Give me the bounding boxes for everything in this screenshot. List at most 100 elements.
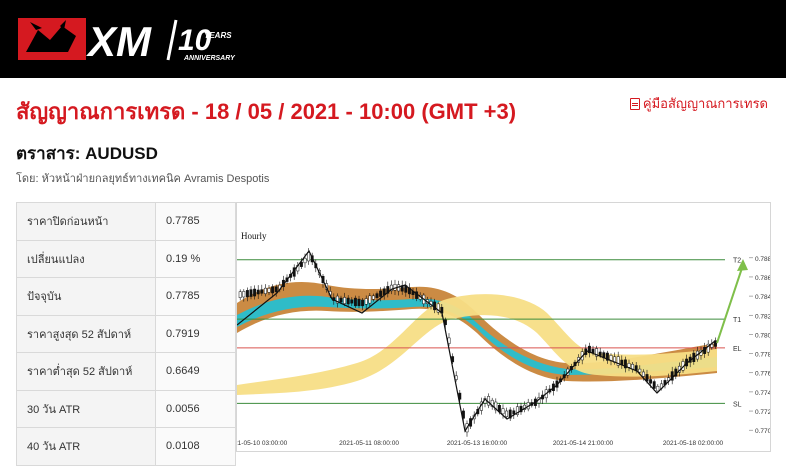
candle-body xyxy=(361,299,365,307)
price-chart[interactable]: T2 T1 EL SL Hourly 0.7880 0.7860 0.7840 0.7820… xyxy=(236,202,771,452)
candle-body xyxy=(508,409,512,419)
candle-body xyxy=(656,385,660,392)
stats-value: 0.7785 xyxy=(155,277,236,316)
candle-body xyxy=(641,371,645,377)
candle-body xyxy=(299,261,303,267)
y-tick-label: 0.7700 xyxy=(755,428,770,435)
xm-logo[interactable]: XM 10 YEARS ANNIVERSARY xyxy=(16,12,246,66)
stats-value: 0.6649 xyxy=(155,352,236,391)
x-tick-label: 2021-05-13 16:00:00 xyxy=(447,440,508,447)
candle-body xyxy=(371,295,375,300)
target-arrow xyxy=(716,259,748,344)
stats-label: เปลี่ยนแปลง xyxy=(16,239,156,278)
stats-value: 0.0056 xyxy=(155,389,236,428)
zigzag-line xyxy=(237,249,716,433)
trading-signals-guide-link[interactable]: คู่มือสัญญาณการเทรด xyxy=(629,93,768,114)
y-tick-label: 0.7840 xyxy=(755,294,770,301)
x-axis-ticks: 2021-05-10 03:00:00 2021-05-11 08:00:00 20… xyxy=(237,440,724,447)
candle-body xyxy=(505,410,509,417)
candle-body xyxy=(368,295,372,304)
candle-body xyxy=(494,401,498,411)
candle-body xyxy=(335,295,339,304)
y-axis-ticks: 0.7880 0.7860 0.7840 0.7820 0.7800 0.7780 0.77… xyxy=(749,256,770,435)
author-line: โดย: หัวหน้าฝ่ายกลยุทธ์ทางเทคนิค Avramis… xyxy=(16,173,270,185)
x-tick-label: 2021-05-14 21:00:00 xyxy=(553,440,614,447)
stats-value: 0.7919 xyxy=(155,314,236,353)
candle-body xyxy=(274,286,278,293)
candle-body xyxy=(346,297,350,305)
stats-label: 40 วัน ATR xyxy=(16,427,156,466)
candle-body xyxy=(267,288,271,293)
stats-table: ราคาปิดก่อนหน้า 0.7785 เปลี่ยนแปลง 0.19 … xyxy=(16,202,236,466)
candle-body xyxy=(307,252,311,262)
candle-body xyxy=(375,293,379,298)
candle-body xyxy=(638,368,642,373)
candle-body xyxy=(512,410,516,415)
candle-body xyxy=(253,288,257,297)
chart-svg: T2 T1 EL SL Hourly 0.7880 0.7860 0.7840 0.7820… xyxy=(237,231,770,447)
x-tick-label: 2021-05-10 03:00:00 xyxy=(237,440,288,447)
candle-body xyxy=(245,290,249,298)
chart-title: Hourly xyxy=(241,231,267,241)
candle-body xyxy=(263,287,267,294)
candle-body xyxy=(645,374,649,382)
candle-body xyxy=(350,299,354,304)
anniversary-number: 10 xyxy=(178,24,212,57)
logo-text: XM xyxy=(86,18,152,65)
candle-body xyxy=(357,298,361,307)
x-tick-label: 2021-05-18 02:00:00 xyxy=(663,440,724,447)
stats-row: ปัจจุบัน 0.7785 xyxy=(16,277,236,316)
candle-body xyxy=(627,363,631,368)
stats-label: ราคาต่ำสุด 52 สัปดาห์ xyxy=(16,352,156,391)
instrument-heading: ตราสาร: AUDUSD xyxy=(16,144,158,163)
stats-row: เปลี่ยนแปลง 0.19 % xyxy=(16,239,236,278)
guide-link-label: คู่มือสัญญาณการเทรด xyxy=(642,96,768,111)
level-label: EL xyxy=(733,346,742,353)
candle-body xyxy=(706,343,710,353)
candle-body xyxy=(587,345,591,354)
candle-body xyxy=(379,290,383,297)
stats-label: ราคาสูงสุด 52 สัปดาห์ xyxy=(16,314,156,353)
y-tick-label: 0.7880 xyxy=(755,256,770,263)
stats-value: 0.7785 xyxy=(155,202,236,241)
candle-body xyxy=(271,286,275,294)
stats-row: ราคาปิดก่อนหน้า 0.7785 xyxy=(16,202,236,241)
stats-row: 40 วัน ATR 0.0108 xyxy=(16,427,236,466)
candle-body xyxy=(256,289,260,295)
candle-body xyxy=(591,348,595,353)
candle-body xyxy=(652,381,656,389)
level-label: T2 xyxy=(733,258,741,265)
candle-body xyxy=(260,289,264,294)
y-tick-label: 0.7820 xyxy=(755,313,770,320)
candle-body xyxy=(515,406,519,415)
candle-body xyxy=(353,297,357,307)
candle-body xyxy=(364,298,368,305)
candle-body xyxy=(303,257,307,264)
candle-body xyxy=(249,289,253,297)
stats-label: ปัจจุบัน xyxy=(16,277,156,316)
level-lines: T2 T1 EL SL xyxy=(237,258,742,408)
stats-row: ราคาต่ำสุด 52 สัปดาห์ 0.6649 xyxy=(16,352,236,391)
x-tick-label: 2021-05-11 08:00:00 xyxy=(339,440,399,447)
pdf-icon xyxy=(629,97,640,110)
anniversary-years: YEARS xyxy=(204,31,232,40)
y-tick-label: 0.7800 xyxy=(755,332,770,339)
candle-body xyxy=(616,356,620,366)
candle-body xyxy=(649,379,653,384)
candle-body xyxy=(436,303,440,313)
candle-body xyxy=(242,291,246,298)
candle-body xyxy=(501,408,505,415)
y-tick-label: 0.7720 xyxy=(755,409,770,416)
candle-body xyxy=(343,297,347,304)
y-tick-label: 0.7860 xyxy=(755,275,770,282)
candle-body xyxy=(623,359,627,369)
y-tick-label: 0.7740 xyxy=(755,390,770,397)
y-tick-label: 0.7760 xyxy=(755,371,770,378)
anniversary-label: ANNIVERSARY xyxy=(183,55,236,62)
candle-body xyxy=(490,399,494,407)
stats-label: 30 วัน ATR xyxy=(16,389,156,428)
candle-body xyxy=(605,352,609,361)
indicator-bands xyxy=(237,282,717,395)
y-tick-label: 0.7780 xyxy=(755,352,770,359)
stats-row: ราคาสูงสุด 52 สัปดาห์ 0.7919 xyxy=(16,314,236,353)
